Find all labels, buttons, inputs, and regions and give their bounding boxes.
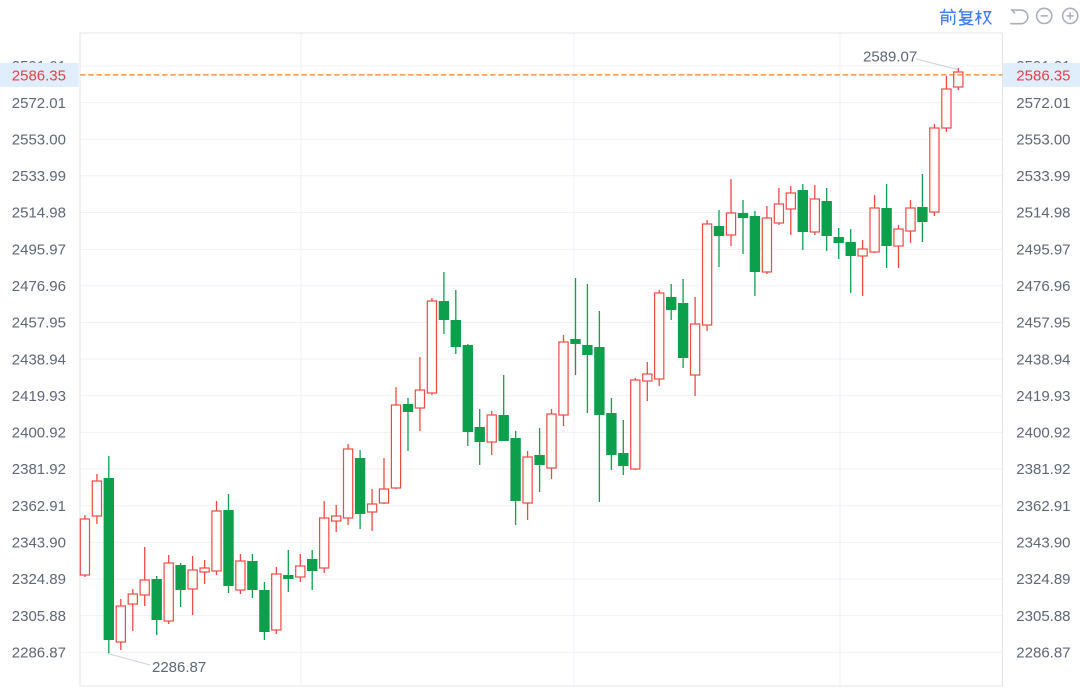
svg-text:2362.91: 2362.91 (12, 498, 66, 515)
svg-text:2586.35: 2586.35 (12, 67, 66, 84)
svg-text:2495.97: 2495.97 (1016, 241, 1070, 258)
svg-text:2381.92: 2381.92 (1016, 461, 1070, 478)
svg-text:2553.00: 2553.00 (1016, 131, 1070, 148)
svg-text:2589.07: 2589.07 (863, 48, 917, 65)
svg-text:2305.88: 2305.88 (1016, 608, 1070, 625)
svg-text:2400.92: 2400.92 (1016, 425, 1070, 442)
svg-text:2495.97: 2495.97 (12, 241, 66, 258)
svg-text:2514.98: 2514.98 (1016, 205, 1070, 222)
svg-text:2533.99: 2533.99 (1016, 168, 1070, 185)
svg-text:2324.89: 2324.89 (12, 571, 66, 588)
svg-text:2514.98: 2514.98 (12, 205, 66, 222)
svg-text:2381.92: 2381.92 (12, 461, 66, 478)
svg-text:2286.87: 2286.87 (1016, 645, 1070, 662)
svg-text:2343.90: 2343.90 (12, 535, 66, 552)
svg-text:2572.01: 2572.01 (1016, 95, 1070, 112)
svg-text:2324.89: 2324.89 (1016, 571, 1070, 588)
svg-text:2438.94: 2438.94 (1016, 351, 1070, 368)
svg-text:2362.91: 2362.91 (1016, 498, 1070, 515)
svg-text:2553.00: 2553.00 (12, 131, 66, 148)
svg-text:2533.99: 2533.99 (12, 168, 66, 185)
svg-text:2286.87: 2286.87 (12, 645, 66, 662)
svg-text:2438.94: 2438.94 (12, 351, 66, 368)
svg-text:2476.96: 2476.96 (1016, 278, 1070, 295)
svg-text:2286.87: 2286.87 (152, 659, 206, 676)
svg-text:2457.95: 2457.95 (12, 315, 66, 332)
svg-text:2400.92: 2400.92 (12, 425, 66, 442)
svg-text:2305.88: 2305.88 (12, 608, 66, 625)
svg-text:2457.95: 2457.95 (1016, 315, 1070, 332)
svg-text:2572.01: 2572.01 (12, 95, 66, 112)
svg-text:2419.93: 2419.93 (1016, 388, 1070, 405)
svg-text:2476.96: 2476.96 (12, 278, 66, 295)
svg-text:2586.35: 2586.35 (1016, 67, 1070, 84)
svg-text:2419.93: 2419.93 (12, 388, 66, 405)
svg-text:2343.90: 2343.90 (1016, 535, 1070, 552)
